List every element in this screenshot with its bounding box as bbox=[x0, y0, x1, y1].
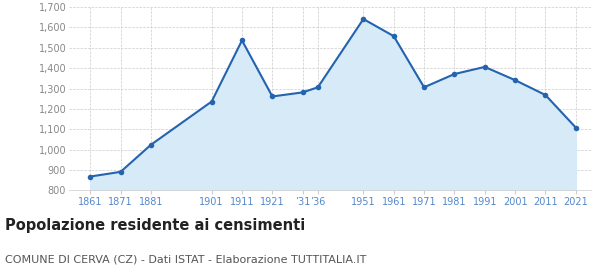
Point bbox=[268, 94, 277, 99]
Point bbox=[207, 99, 217, 104]
Point bbox=[541, 93, 550, 97]
Point bbox=[359, 17, 368, 21]
Point bbox=[298, 90, 307, 95]
Point bbox=[511, 78, 520, 82]
Text: COMUNE DI CERVA (CZ) - Dati ISTAT - Elaborazione TUTTITALIA.IT: COMUNE DI CERVA (CZ) - Dati ISTAT - Elab… bbox=[5, 255, 366, 265]
Text: Popolazione residente ai censimenti: Popolazione residente ai censimenti bbox=[5, 218, 305, 234]
Point bbox=[237, 38, 247, 43]
Point bbox=[146, 143, 156, 147]
Point bbox=[313, 85, 323, 90]
Point bbox=[449, 72, 459, 76]
Point bbox=[480, 65, 490, 69]
Point bbox=[85, 174, 95, 179]
Point bbox=[419, 85, 429, 90]
Point bbox=[116, 170, 125, 174]
Point bbox=[389, 34, 398, 38]
Point bbox=[571, 125, 581, 130]
